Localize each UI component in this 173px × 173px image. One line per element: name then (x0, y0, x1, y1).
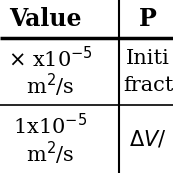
Text: $\times$ x10$^{-5}$: $\times$ x10$^{-5}$ (8, 46, 92, 71)
Text: Value: Value (9, 7, 81, 31)
Text: m$^{2}$/s: m$^{2}$/s (26, 139, 74, 167)
Text: m$^{2}$/s: m$^{2}$/s (26, 72, 74, 99)
Text: 1x10$^{-5}$: 1x10$^{-5}$ (13, 113, 87, 139)
Text: P: P (139, 7, 157, 31)
Text: Initi: Initi (126, 49, 170, 68)
Text: $\mathit{\Delta V/}$: $\mathit{\Delta V/}$ (129, 129, 167, 149)
Text: fract: fract (123, 76, 173, 95)
